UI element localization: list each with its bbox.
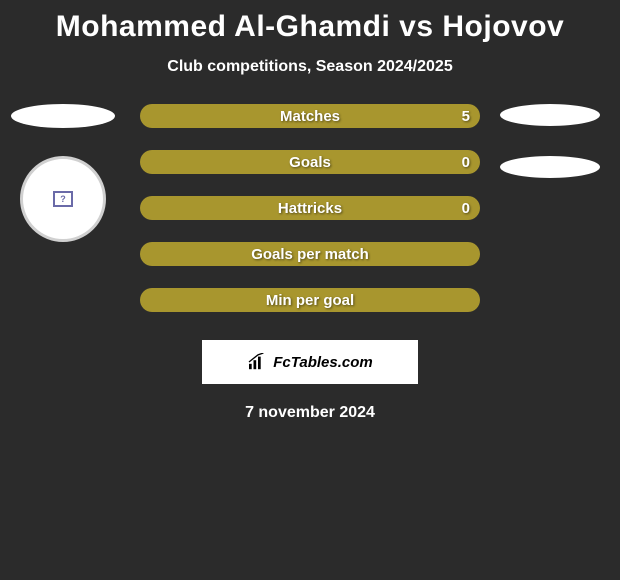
stat-rows: Matches 5 Goals 0 Hattricks 0 Goals per … [140,104,480,312]
stat-row-matches: Matches 5 [140,104,480,128]
right-column [500,104,600,178]
content-area: ? Matches 5 Goals 0 Hattricks 0 Goals pe… [0,104,620,422]
stat-label: Matches [280,108,340,125]
stat-row-goals: Goals 0 [140,150,480,174]
stat-row-mpg: Min per goal [140,288,480,312]
stat-value: 0 [462,200,470,217]
page-title: Mohammed Al-Ghamdi vs Hojovov [0,0,620,44]
left-ellipse-1 [11,104,115,128]
badge-glyph: ? [53,191,73,207]
right-ellipse-2 [500,156,600,178]
chart-icon [247,353,269,371]
stat-label: Hattricks [278,200,342,217]
badge-circle: ? [20,156,106,242]
stat-label: Min per goal [266,292,354,309]
stat-label: Goals [289,154,331,171]
subtitle: Club competitions, Season 2024/2025 [0,58,620,76]
right-ellipse-1 [500,104,600,126]
date-text: 7 november 2024 [0,404,620,422]
left-column: ? [8,104,118,242]
brand-text: FcTables.com [273,354,372,371]
stat-label: Goals per match [251,246,369,263]
stat-value: 0 [462,154,470,171]
stat-row-hattricks: Hattricks 0 [140,196,480,220]
stat-value: 5 [462,108,470,125]
stat-row-gpm: Goals per match [140,242,480,266]
brand-box: FcTables.com [202,340,418,384]
